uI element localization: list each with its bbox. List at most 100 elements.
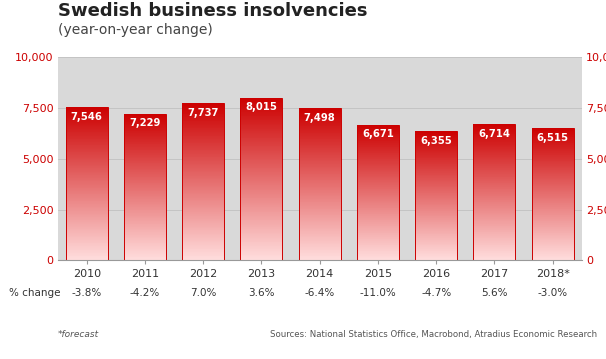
Bar	[415, 227, 457, 228]
Bar	[65, 196, 108, 197]
Bar	[415, 131, 457, 132]
Bar	[182, 254, 224, 255]
Bar	[473, 255, 515, 256]
Bar	[415, 188, 457, 189]
Bar	[65, 160, 108, 161]
Bar	[241, 255, 282, 256]
Bar	[299, 243, 341, 244]
Bar	[299, 166, 341, 167]
Bar	[357, 187, 399, 188]
Bar	[124, 144, 166, 145]
Bar	[241, 132, 282, 133]
Bar	[65, 156, 108, 157]
Bar	[531, 156, 574, 157]
Bar	[357, 193, 399, 194]
Bar	[182, 251, 224, 252]
Bar	[65, 204, 108, 205]
Bar	[241, 137, 282, 138]
Bar	[65, 147, 108, 148]
Text: -3.8%: -3.8%	[72, 288, 102, 298]
Bar	[65, 238, 108, 239]
Bar	[473, 242, 515, 243]
Bar	[124, 184, 166, 185]
Bar	[241, 154, 282, 155]
Bar	[65, 209, 108, 210]
Bar	[415, 257, 457, 258]
Bar	[65, 181, 108, 182]
Bar	[357, 182, 399, 183]
Bar	[299, 254, 341, 255]
Bar	[241, 246, 282, 247]
Bar	[65, 233, 108, 234]
Bar	[473, 231, 515, 232]
Bar	[241, 250, 282, 251]
Bar	[182, 208, 224, 209]
Bar	[182, 140, 224, 141]
Bar	[415, 168, 457, 169]
Bar	[357, 222, 399, 223]
Bar	[65, 174, 108, 175]
Bar	[299, 160, 341, 161]
Bar	[241, 233, 282, 234]
Bar	[241, 145, 282, 146]
Bar	[65, 220, 108, 221]
Bar	[531, 151, 574, 152]
Bar	[124, 243, 166, 244]
Bar	[299, 162, 341, 163]
Bar	[241, 159, 282, 160]
Bar	[415, 141, 457, 142]
Bar	[473, 137, 515, 138]
Bar	[241, 112, 282, 113]
Bar	[124, 192, 166, 193]
Bar	[124, 242, 166, 243]
Bar	[357, 245, 399, 246]
Bar	[531, 189, 574, 190]
Bar	[531, 218, 574, 219]
Bar	[182, 233, 224, 234]
Bar	[473, 162, 515, 163]
Bar	[241, 98, 282, 260]
Bar	[531, 160, 574, 161]
Bar	[415, 176, 457, 177]
Bar	[241, 226, 282, 227]
Bar	[357, 249, 399, 250]
Bar	[357, 220, 399, 221]
Bar	[473, 218, 515, 219]
Bar	[415, 258, 457, 259]
Bar	[299, 215, 341, 216]
Bar	[124, 155, 166, 156]
Bar	[124, 197, 166, 198]
Bar	[415, 164, 457, 165]
Bar	[124, 131, 166, 132]
Bar	[531, 217, 574, 218]
Bar	[65, 177, 108, 178]
Bar	[182, 136, 224, 137]
Bar	[124, 259, 166, 260]
Bar	[415, 163, 457, 164]
Bar	[241, 196, 282, 197]
Bar	[531, 170, 574, 171]
Bar	[241, 208, 282, 209]
Bar	[357, 138, 399, 139]
Bar	[241, 120, 282, 121]
Bar	[473, 257, 515, 258]
Bar	[241, 148, 282, 149]
Bar	[357, 179, 399, 180]
Bar	[241, 216, 282, 217]
Bar	[124, 230, 166, 231]
Bar	[241, 135, 282, 136]
Bar	[182, 192, 224, 193]
Bar	[357, 218, 399, 219]
Bar	[357, 143, 399, 144]
Bar	[124, 183, 166, 184]
Bar	[124, 248, 166, 249]
Bar	[299, 178, 341, 179]
Text: 7,737: 7,737	[187, 108, 219, 118]
Bar	[473, 219, 515, 220]
Bar	[241, 141, 282, 143]
Bar	[182, 149, 224, 150]
Bar	[473, 203, 515, 204]
Bar	[531, 188, 574, 189]
Bar	[182, 246, 224, 247]
Bar	[531, 256, 574, 257]
